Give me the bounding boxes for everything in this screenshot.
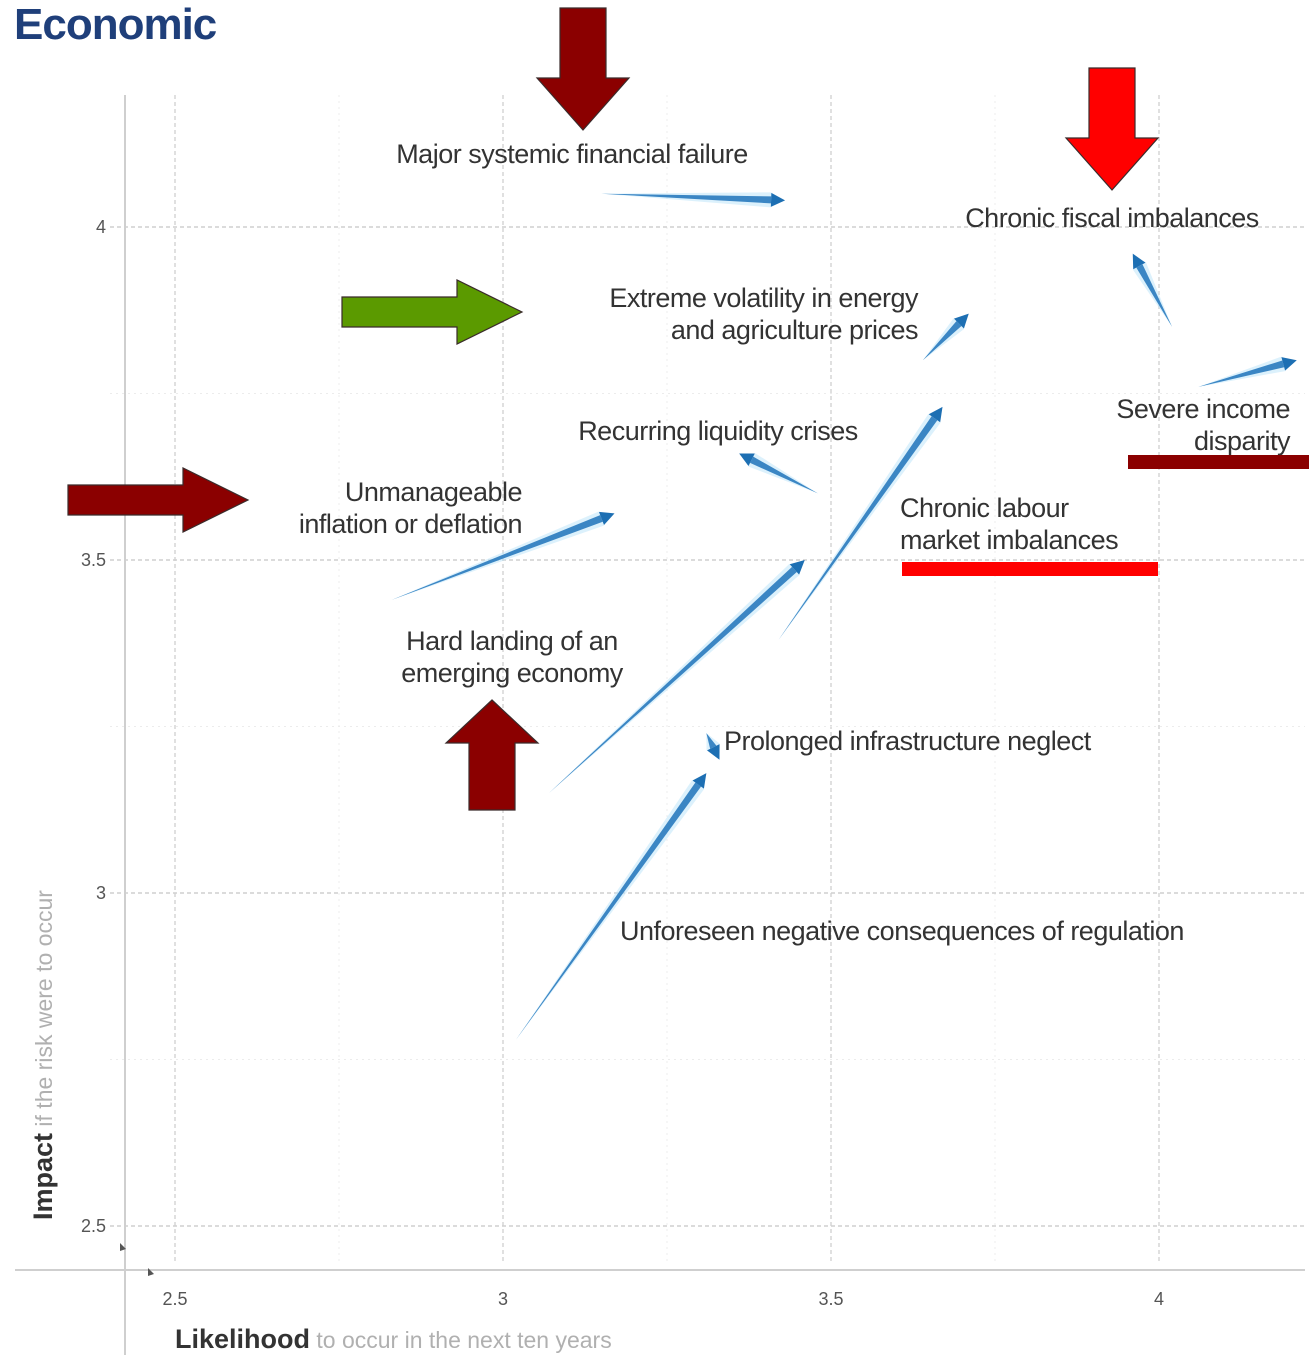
risk-label-line: Prolonged infrastructure neglect <box>724 726 1092 756</box>
highlight-overlays <box>67 7 1309 811</box>
risk-trail-arrowhead <box>707 744 720 760</box>
risk-trail <box>391 515 603 600</box>
risk-trail-glow <box>1198 356 1286 387</box>
risk-label-line: Recurring liquidity crises <box>578 416 858 446</box>
risk-labels: Major systemic financial failure Chronic … <box>299 139 1292 946</box>
risk-label-line: Chronic labour <box>900 493 1069 523</box>
highlight-arrow-up <box>444 699 540 811</box>
risk-trail-arrowhead <box>739 453 755 467</box>
risk-trail <box>778 416 938 640</box>
risk-label: Chronic labour market imbalances <box>900 493 1118 555</box>
risk-trail <box>706 733 717 749</box>
risk-trail-glow <box>1132 262 1173 327</box>
risk-trail <box>922 321 962 361</box>
x-axis-label-bold: Likelihood <box>175 1324 310 1354</box>
highlight-arrow-right <box>341 279 524 345</box>
risk-label: Hard landing of an emerging economy <box>401 626 624 688</box>
x-axis-label-rest: to occur in the next ten years <box>310 1327 612 1353</box>
risk-trail-arrowhead <box>1281 357 1297 371</box>
risk-label-line: Chronic fiscal imbalances <box>965 203 1259 233</box>
risk-trail <box>548 566 797 794</box>
x-tick-label: 4 <box>1154 1289 1164 1309</box>
risk-label: Chronic fiscal imbalances <box>965 203 1259 233</box>
x-tick-label: 3 <box>498 1289 508 1309</box>
origin-mark <box>148 1268 154 1276</box>
risk-label-line: and agriculture prices <box>671 315 918 345</box>
risk-trail <box>1198 360 1285 387</box>
risk-label: Prolonged infrastructure neglect <box>724 726 1092 756</box>
risk-label-line: market imbalances <box>900 525 1118 555</box>
risk-label: Recurring liquidity crises <box>578 416 858 446</box>
y-axis-label-rest: if the risk were to occur <box>31 890 57 1133</box>
y-axis-label-bold: Impact <box>28 1133 58 1220</box>
highlight-underline <box>902 562 1158 576</box>
risk-label-line: Major systemic financial failure <box>396 139 748 169</box>
risk-label: Unmanageable inflation or deflation <box>299 477 522 539</box>
risk-label: Severe income disparity <box>1116 394 1291 456</box>
risk-label-line: Unmanageable <box>345 477 522 507</box>
highlight-arrow-down <box>535 7 631 131</box>
risk-label-line: Hard landing of an <box>406 626 618 656</box>
risk-label-line: Severe income <box>1116 394 1290 424</box>
axes: 2.5 3 3.5 4 2.5 3 3.5 4 Likelihood to occur in t… <box>15 95 1305 1355</box>
highlight-arrow-down <box>1064 67 1160 191</box>
risk-trail-arrowhead <box>692 773 707 789</box>
y-axis-label: Impact if the risk were to occur <box>28 890 58 1220</box>
grid <box>110 95 1305 1262</box>
highlight-arrow-right <box>67 467 250 533</box>
risk-trail-arrowhead <box>598 511 615 525</box>
y-tick-label: 3.5 <box>81 550 106 570</box>
chart-title: Economic <box>14 0 217 49</box>
x-tick-label: 2.5 <box>162 1289 187 1309</box>
risk-trail-arrowhead <box>953 313 969 329</box>
risk-trail-glow <box>748 453 818 494</box>
y-tick-label: 3 <box>96 883 106 903</box>
risk-trail <box>516 782 702 1040</box>
risk-trails <box>391 192 1297 1040</box>
risk-label-line: inflation or deflation <box>299 509 522 539</box>
risk-label-line: Unforeseen negative consequences of regu… <box>620 916 1184 946</box>
risk-trail-arrowhead <box>789 560 805 575</box>
risk-label-line: disparity <box>1194 426 1291 456</box>
risk-trail <box>750 456 818 494</box>
risk-trail-arrowhead <box>1132 253 1146 270</box>
risk-trail-arrowhead <box>770 192 786 207</box>
risk-label-line: emerging economy <box>401 658 624 688</box>
risk-label: Major systemic financial failure <box>396 139 748 169</box>
origin-mark <box>120 1243 126 1251</box>
x-axis-label: Likelihood to occur in the next ten year… <box>175 1324 612 1354</box>
x-tick-label: 3.5 <box>818 1289 843 1309</box>
risk-trail <box>1136 264 1173 327</box>
highlight-underline <box>1128 455 1309 469</box>
risk-label-line: Extreme volatility in energy <box>609 283 919 313</box>
risk-label: Unforeseen negative consequences of regu… <box>620 916 1184 946</box>
risk-trail <box>601 193 772 204</box>
y-tick-label: 4 <box>96 217 106 237</box>
risk-trail-glow <box>391 511 605 600</box>
y-tick-label: 2.5 <box>81 1216 106 1236</box>
risk-label: Extreme volatility in energy and agricult… <box>609 283 919 345</box>
risk-trail-arrowhead <box>928 406 943 423</box>
